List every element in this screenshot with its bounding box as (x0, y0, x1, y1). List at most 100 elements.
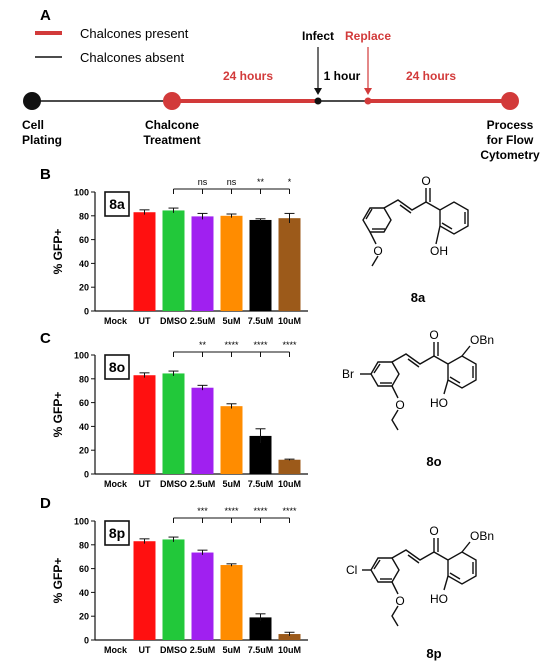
stage-3-label-line3: Cytometry (480, 148, 540, 162)
x-tick-label: 10uM (278, 479, 301, 489)
8o-carbonyl-o: O (429, 328, 438, 342)
x-tick-label: Mock (104, 645, 128, 655)
panel-letter-a: A (40, 7, 51, 24)
x-tick-label: DMSO (160, 645, 187, 655)
8p-hydroxy-bond (443, 575, 449, 591)
8p-obn-bond (461, 541, 471, 553)
y-tick-label: 40 (79, 259, 89, 269)
infect-arrowhead (314, 88, 322, 95)
significance-label: **** (253, 506, 268, 516)
bar-chart-8o: 0 20 40 60 80 100 % GFP+ 8o Mock UT DMSO 2.5uM 5uM 7.… (51, 340, 308, 489)
significance-label: **** (282, 506, 297, 516)
chart-tag-label: 8p (109, 525, 125, 541)
bar-UT (133, 212, 156, 311)
stage-1-label-line1: Cell (22, 118, 44, 132)
structure-8p (362, 538, 477, 627)
structure-8a (362, 188, 469, 267)
x-tick-label: Mock (104, 479, 128, 489)
bar-7.5uM (249, 617, 272, 640)
8o-ring-right-db (449, 376, 461, 384)
chalcone-treatment-node (163, 92, 181, 110)
interval-label-2: 1 hour (324, 69, 361, 83)
8o-hydroxy-bond (443, 379, 449, 395)
panel-letter-c: C (40, 330, 51, 347)
bar-UT (133, 541, 156, 640)
significance-label: ns (227, 177, 237, 187)
8p-hydroxy-label: HO (430, 592, 448, 606)
x-tick-label: 2.5uM (190, 645, 216, 655)
8a-carbonyl-o: O (421, 174, 430, 188)
chart-tag-label: 8a (109, 196, 125, 212)
y-tick-label: 20 (79, 283, 89, 293)
y-tick-label: 20 (79, 612, 89, 622)
y-tick-label: 0 (84, 470, 89, 480)
y-tick-label: 60 (79, 564, 89, 574)
infect-label: Infect (302, 29, 334, 43)
structure-8o (360, 342, 477, 431)
significance-label: ** (199, 340, 207, 350)
stage-2-label-line1: Chalcone (145, 118, 199, 132)
8a-enone-db (399, 204, 412, 214)
8a-ring-left-db2 (365, 208, 373, 220)
x-tick-label: UT (139, 316, 151, 326)
bar-DMSO (162, 373, 185, 474)
8a-ring-right (425, 201, 469, 235)
y-tick-label: 0 (84, 636, 89, 646)
8o-ethoxy-o: O (395, 398, 404, 412)
bar-UT (133, 375, 156, 474)
x-tick-label: 7.5uM (248, 316, 274, 326)
y-axis-label: % GFP+ (51, 558, 65, 604)
y-tick-label: 100 (74, 188, 89, 198)
panel-letter-b: B (40, 166, 51, 183)
8o-enone-chain (391, 353, 435, 365)
significance-label: * (288, 177, 292, 187)
8o-obn-label: OBn (470, 333, 494, 347)
legend-absent-label: Chalcones absent (80, 50, 184, 65)
x-tick-label: 10uM (278, 316, 301, 326)
y-tick-label: 100 (74, 351, 89, 361)
x-tick-label: 5uM (223, 316, 241, 326)
chart-tag-box (104, 354, 130, 380)
8a-hydroxy-bond (435, 225, 441, 245)
significance-label: ns (198, 177, 208, 187)
8a-enone-chain (383, 199, 427, 211)
bar-5uM (220, 565, 243, 640)
stage-1-label-line2: Plating (22, 133, 62, 147)
x-tick-label: UT (139, 645, 151, 655)
8a-methoxy-bond (369, 231, 377, 245)
8p-enone-db (407, 554, 420, 564)
8o-bromo: Br (342, 367, 354, 381)
bar-5uM (220, 406, 243, 474)
y-tick-label: 20 (79, 446, 89, 456)
8a-ring-right-db (441, 222, 453, 230)
significance-label: **** (224, 506, 239, 516)
8o-enone-db (407, 358, 420, 368)
significance-label: **** (253, 340, 268, 350)
bar-DMSO (162, 539, 185, 640)
8o-ethoxy-bond (391, 385, 399, 399)
stage-3-label-line1: Process (487, 118, 534, 132)
x-tick-label: 2.5uM (190, 316, 216, 326)
y-tick-label: 0 (84, 307, 89, 317)
y-tick-label: 40 (79, 588, 89, 598)
y-tick-label: 40 (79, 422, 89, 432)
significance-label: *** (197, 506, 208, 516)
infect-node (314, 97, 322, 105)
bar-2.5uM (191, 552, 214, 640)
x-tick-label: 5uM (223, 479, 241, 489)
x-tick-label: Mock (104, 316, 128, 326)
8o-obn-bond (461, 345, 471, 357)
compound-label-8o: 8o (426, 454, 441, 469)
8p-ethoxy-bond (391, 581, 399, 595)
bar-10uM (278, 634, 301, 640)
y-tick-label: 80 (79, 374, 89, 384)
legend-present-label: Chalcones present (80, 26, 189, 41)
y-tick-label: 60 (79, 398, 89, 408)
x-tick-label: UT (139, 479, 151, 489)
significance-label: ** (257, 177, 265, 187)
timeline-panel: A Chalcones present Chalcones absent Inf… (22, 7, 540, 162)
chart-tag-box (104, 191, 130, 217)
y-tick-label: 60 (79, 235, 89, 245)
replace-arrowhead (364, 88, 372, 95)
bar-7.5uM (249, 219, 272, 311)
